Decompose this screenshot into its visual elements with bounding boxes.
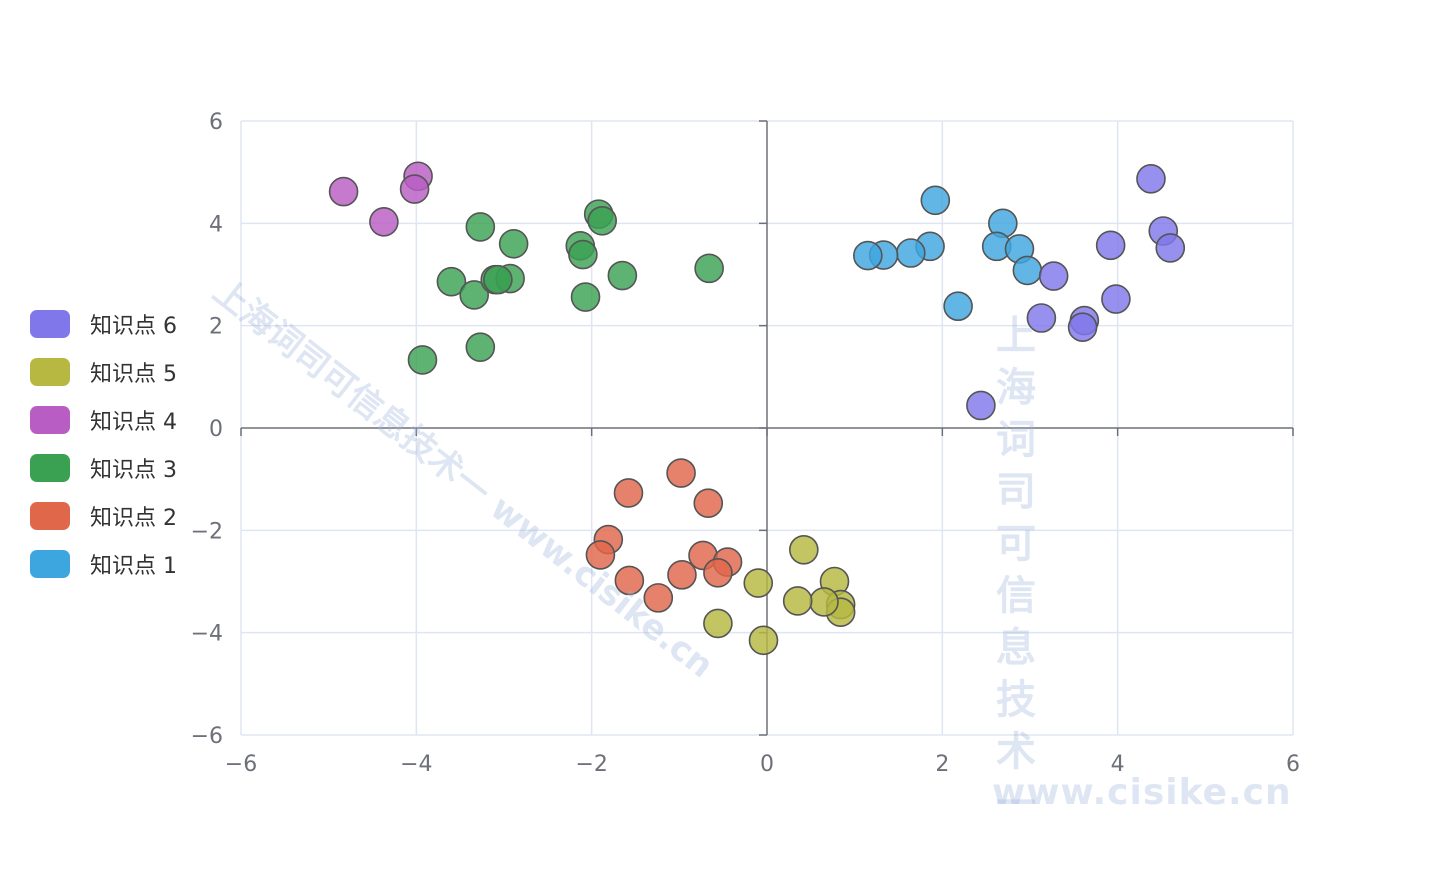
legend-label: 知识点 3 — [90, 458, 177, 483]
data-point — [1101, 284, 1131, 314]
legend-item[interactable]: 知识点 6 — [30, 300, 177, 348]
y-tick-label: −6 — [191, 724, 223, 749]
tick-labels: −6−6 −4 −4 −2 −2 0 0 2 2 4 4 6 6 — [191, 110, 1300, 777]
y-tick-label: 2 — [209, 315, 223, 340]
x-tick-label: −6 — [225, 752, 257, 777]
data-point — [920, 185, 951, 216]
x-tick-label: 6 — [1286, 752, 1300, 777]
data-point — [465, 212, 496, 242]
x-tick-label: 0 — [760, 752, 774, 777]
data-point — [1026, 303, 1057, 333]
data-point — [568, 239, 598, 270]
data-points — [328, 161, 1186, 656]
legend-item[interactable]: 知识点 2 — [30, 492, 177, 540]
legend-label: 知识点 5 — [90, 362, 177, 387]
data-point — [459, 280, 489, 310]
data-point — [570, 282, 601, 312]
legend-label: 知识点 2 — [90, 506, 177, 531]
legend-item[interactable]: 知识点 5 — [30, 348, 177, 396]
data-point — [743, 568, 774, 598]
data-point — [693, 488, 724, 519]
legend-swatch — [30, 550, 70, 578]
data-point — [694, 253, 724, 284]
y-tick-label: 0 — [209, 417, 223, 442]
data-point — [587, 205, 617, 236]
legend-swatch — [30, 454, 70, 482]
legend-label: 知识点 1 — [90, 554, 177, 579]
legend-swatch — [30, 406, 70, 434]
x-tick-label: −2 — [575, 752, 607, 777]
data-point — [1136, 164, 1166, 194]
data-point — [789, 534, 819, 565]
data-point — [607, 260, 638, 291]
data-point — [643, 583, 674, 613]
data-point — [407, 345, 438, 375]
data-point — [483, 264, 513, 295]
legend-swatch — [30, 358, 70, 386]
data-point — [1038, 261, 1069, 291]
legend-label: 知识点 4 — [90, 410, 177, 435]
data-point — [585, 540, 616, 570]
data-point — [613, 478, 644, 508]
data-point — [809, 587, 839, 617]
x-tick-label: 4 — [1111, 752, 1125, 777]
legend-item[interactable]: 知识点 1 — [30, 540, 177, 588]
data-point — [1155, 233, 1186, 263]
data-point — [853, 240, 883, 271]
data-point — [614, 565, 645, 596]
data-point — [782, 586, 813, 616]
data-point — [436, 266, 467, 297]
data-point — [399, 174, 430, 204]
data-point — [1067, 312, 1098, 343]
data-point — [966, 390, 996, 421]
legend-swatch — [30, 310, 70, 338]
y-tick-label: 6 — [209, 110, 223, 135]
x-tick-label: −4 — [400, 752, 432, 777]
data-point — [666, 458, 696, 488]
x-tick-label: 2 — [935, 752, 949, 777]
data-point — [465, 332, 496, 362]
data-point — [703, 558, 733, 588]
data-point — [748, 625, 779, 656]
data-point — [1095, 230, 1126, 261]
data-point — [703, 608, 733, 639]
legend-label: 知识点 6 — [90, 314, 177, 339]
data-point — [369, 206, 399, 237]
data-point — [667, 560, 697, 590]
data-point — [943, 291, 973, 322]
legend-item[interactable]: 知识点 3 — [30, 444, 177, 492]
data-point — [498, 229, 529, 259]
y-tick-label: −4 — [191, 622, 223, 647]
data-point — [895, 238, 926, 268]
legend-item[interactable]: 知识点 4 — [30, 396, 177, 444]
legend-swatch — [30, 502, 70, 530]
y-tick-label: 4 — [209, 212, 223, 237]
data-point — [1012, 255, 1043, 286]
data-point — [328, 176, 359, 207]
legend: 知识点 6 知识点 5 知识点 4 知识点 3 知识点 2 知识点 1 — [30, 300, 177, 588]
y-tick-label: −2 — [191, 519, 223, 544]
